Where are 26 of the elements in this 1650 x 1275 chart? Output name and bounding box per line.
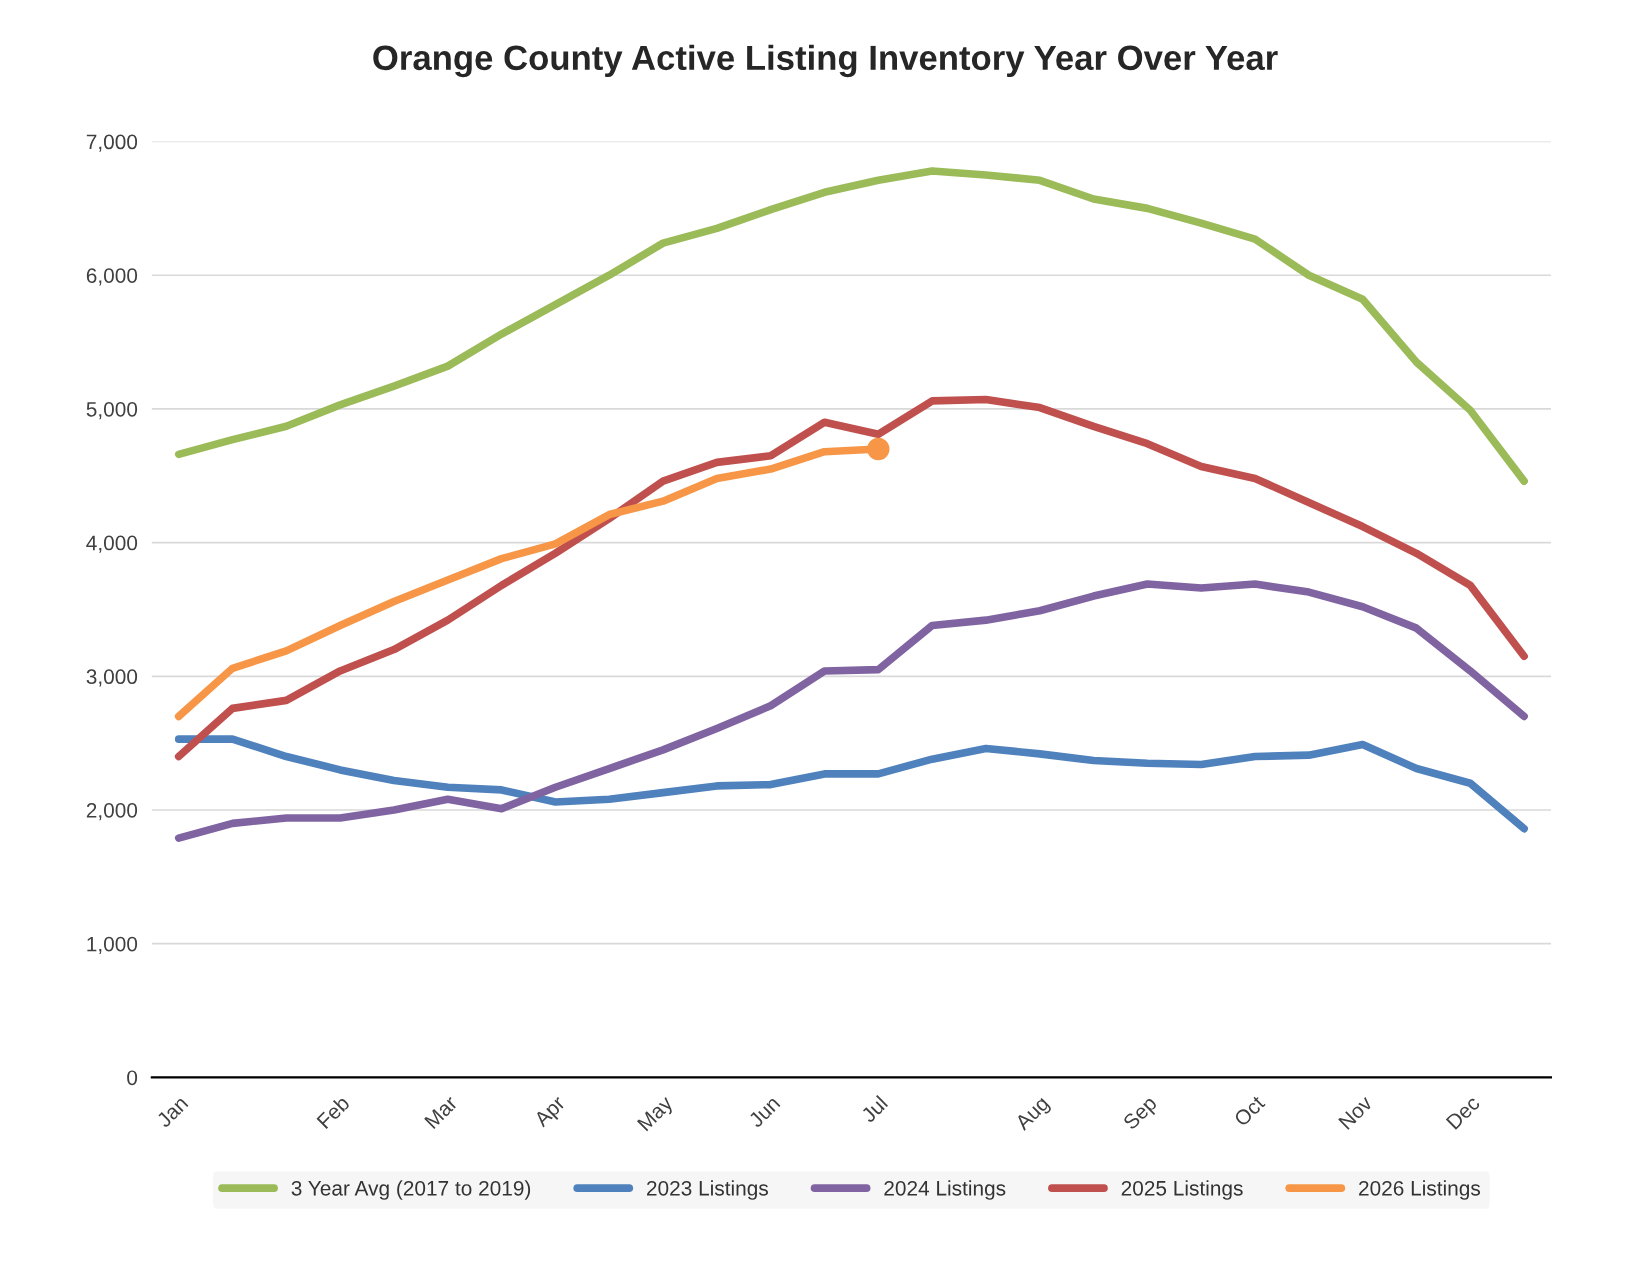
legend-label: 2025 Listings [1121, 1180, 1243, 1200]
chart-title: Orange County Active Listing Inventory Year Over Year [373, 44, 1278, 78]
y-tick-label: 2,000 [86, 802, 138, 821]
x-tick-label: Dec [1445, 1094, 1481, 1130]
x-tick-label: Feb [315, 1094, 351, 1130]
legend-label: 3 Year Avg (2017 to 2019) [291, 1180, 531, 1200]
x-tick-label: Nov [1338, 1094, 1374, 1130]
x-tick-label: Aug [1014, 1095, 1053, 1134]
x-tick-label: Mar [424, 1094, 459, 1130]
y-tick-label: 6,000 [86, 268, 138, 286]
x-tick-label: Jul [859, 1095, 889, 1124]
y-tick-label: 5,000 [86, 401, 138, 420]
legend-label: 2026 Listings [1359, 1180, 1481, 1200]
y-tick-label: 0 [127, 1070, 138, 1086]
x-tick-label: Apr [533, 1094, 569, 1131]
y-tick-label: 3,000 [86, 669, 138, 687]
legend-label: 2024 Listings [884, 1180, 1006, 1200]
x-tick-label: Jan [155, 1095, 189, 1129]
x-tick-label: Jun [747, 1095, 781, 1129]
legend-label: 2023 Listings [647, 1180, 768, 1200]
x-tick-label: Oct [1233, 1094, 1266, 1128]
y-tick-label: 1,000 [87, 936, 138, 954]
x-tick-label: May [636, 1094, 677, 1135]
x-tick-label: Sep [1122, 1095, 1161, 1134]
y-tick-label: 7,000 [86, 134, 138, 152]
y-tick-label: 4,000 [86, 535, 138, 553]
